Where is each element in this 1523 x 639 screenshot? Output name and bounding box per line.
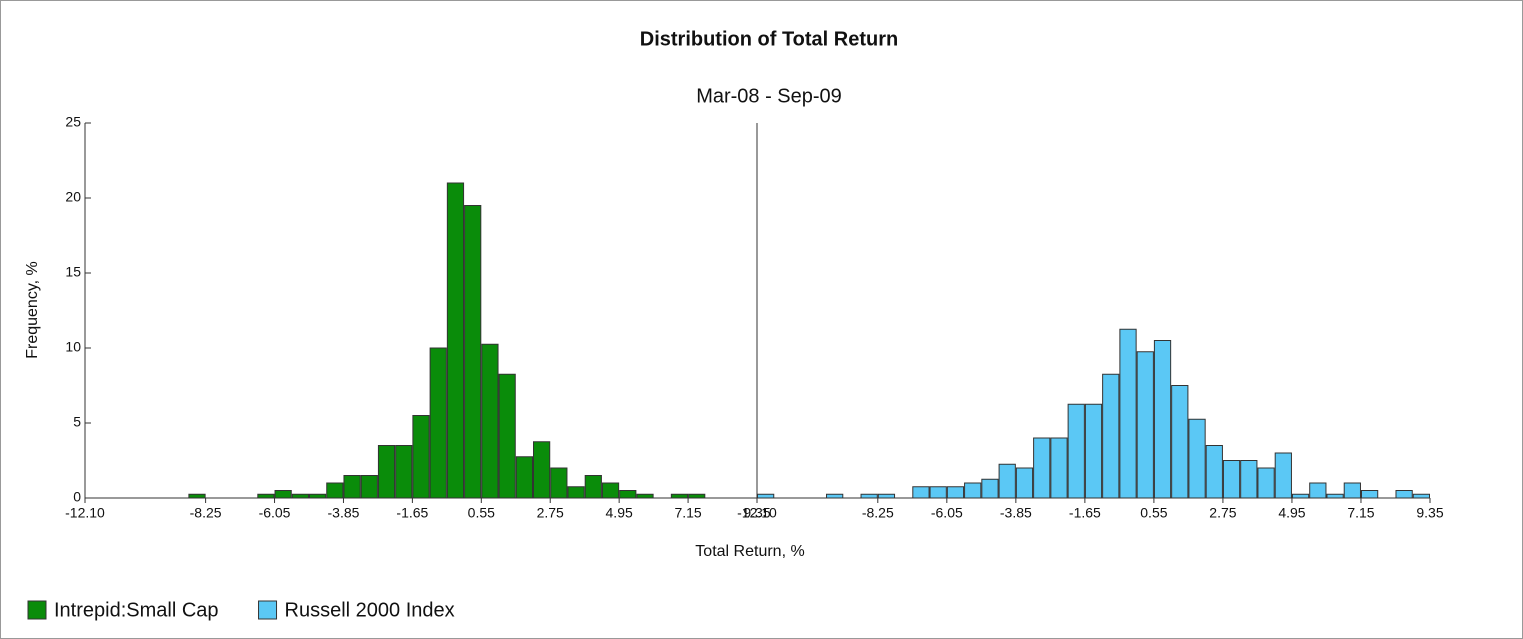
y-tick-label: 10 xyxy=(65,339,81,355)
bar xyxy=(1171,385,1189,499)
bar xyxy=(429,347,447,499)
bar xyxy=(274,490,292,499)
bar xyxy=(1084,403,1103,499)
x-tick-label: -3.85 xyxy=(328,505,360,521)
chart-title: Distribution of Total Return xyxy=(640,28,899,50)
x-tick-label: 7.15 xyxy=(1347,505,1374,521)
y-tick-label: 25 xyxy=(65,114,81,130)
bar xyxy=(515,456,533,499)
x-tick-label: -1.65 xyxy=(1069,505,1101,521)
y-tick-label: 5 xyxy=(73,414,81,430)
bar xyxy=(670,493,689,499)
legend-label: Intrepid:Small Cap xyxy=(54,599,219,621)
bar xyxy=(309,493,327,499)
bar xyxy=(1205,445,1223,499)
x-tick-label: 0.55 xyxy=(1140,505,1167,521)
x-tick-label: 9.35 xyxy=(1416,505,1443,521)
bar xyxy=(1360,490,1379,499)
x-tick-label: -6.05 xyxy=(931,505,963,521)
x-tick-label: -3.85 xyxy=(1000,505,1032,521)
bar xyxy=(636,493,654,499)
bar xyxy=(1257,467,1275,499)
bar xyxy=(601,482,620,499)
bar xyxy=(1274,452,1292,499)
legend-swatch xyxy=(258,600,278,620)
x-tick-label: 9.35 xyxy=(743,505,770,521)
bar xyxy=(757,493,775,499)
bar xyxy=(1309,482,1327,499)
bar xyxy=(619,490,637,499)
x-tick-label: 4.95 xyxy=(1278,505,1305,521)
chart-subtitle: Mar-08 - Sep-09 xyxy=(696,85,842,107)
bar xyxy=(291,493,309,499)
bar xyxy=(412,415,430,499)
x-tick-label: -12.10 xyxy=(65,505,105,521)
bar xyxy=(1240,460,1258,499)
x-tick-label: -8.25 xyxy=(862,505,894,521)
bar xyxy=(929,486,947,499)
bar xyxy=(1222,460,1241,499)
x-tick-label: 4.95 xyxy=(606,505,633,521)
bar xyxy=(584,475,602,499)
bar xyxy=(395,445,413,499)
bar xyxy=(498,373,516,499)
bar xyxy=(826,493,844,499)
bar xyxy=(981,478,999,499)
bar xyxy=(326,482,344,499)
bar xyxy=(343,475,361,499)
legend-swatch xyxy=(27,600,47,620)
x-tick-label: 2.75 xyxy=(1209,505,1236,521)
bar xyxy=(188,493,206,499)
legend-label: Russell 2000 Index xyxy=(285,599,455,621)
bar xyxy=(1136,351,1154,499)
bar xyxy=(533,441,551,499)
y-tick-label: 15 xyxy=(65,264,81,280)
bar xyxy=(481,343,499,499)
bar xyxy=(860,493,878,499)
y-tick-label: 0 xyxy=(73,489,81,505)
bar xyxy=(877,493,896,499)
bar xyxy=(964,482,982,499)
bar xyxy=(550,467,568,499)
bar xyxy=(1050,437,1068,499)
bar xyxy=(567,486,585,499)
bar xyxy=(1015,467,1034,499)
x-tick-label: 7.15 xyxy=(674,505,701,521)
x-tick-label: 2.75 xyxy=(537,505,564,521)
x-axis-label: Total Return, % xyxy=(695,543,804,560)
bar xyxy=(1033,437,1051,499)
y-tick-label: 20 xyxy=(65,189,81,205)
bar xyxy=(377,445,396,499)
bar xyxy=(257,493,275,499)
bar xyxy=(1067,403,1085,499)
bar xyxy=(946,486,965,499)
bar xyxy=(446,182,465,499)
x-tick-label: -1.65 xyxy=(396,505,428,521)
bar xyxy=(1412,493,1430,499)
bar xyxy=(360,475,378,499)
x-tick-label: -12.10 xyxy=(737,505,777,521)
x-tick-label: -6.05 xyxy=(259,505,291,521)
bar xyxy=(1291,493,1310,499)
bar xyxy=(464,205,482,499)
x-tick-label: -8.25 xyxy=(190,505,222,521)
x-tick-label: 0.55 xyxy=(468,505,495,521)
bar xyxy=(688,493,706,499)
bar xyxy=(912,486,930,499)
bar xyxy=(998,463,1016,499)
bar xyxy=(1188,418,1206,499)
bar xyxy=(1326,493,1344,499)
bar xyxy=(1395,490,1413,499)
bar xyxy=(1153,340,1172,499)
bar xyxy=(1102,373,1120,499)
y-axis-label: Frequency, % xyxy=(24,261,41,359)
bar xyxy=(1343,482,1361,499)
bar xyxy=(1119,328,1137,499)
